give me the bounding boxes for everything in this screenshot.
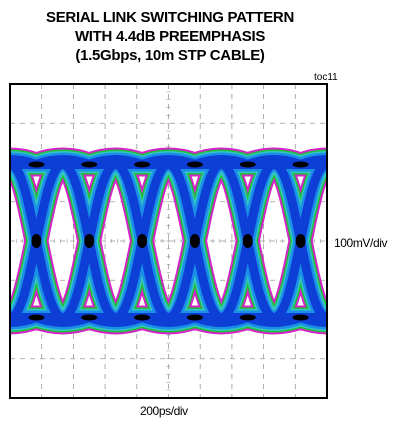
rail-transition-point	[81, 314, 98, 321]
rail-transition-point	[292, 161, 309, 168]
eye-crossing-point	[31, 234, 42, 248]
plot-frame-border	[9, 83, 328, 399]
rail-transition-point	[239, 161, 256, 168]
rail-transition-point	[134, 314, 151, 321]
rail-transition-point	[28, 314, 45, 321]
rail-transition-point	[186, 161, 203, 168]
chart-title: SERIAL LINK SWITCHING PATTERN WITH 4.4dB…	[0, 8, 340, 65]
rail-transition-point	[239, 314, 256, 321]
y-scale-label: 100mV/div	[334, 236, 388, 250]
rail-transition-point	[186, 314, 203, 321]
eye-crossing-point	[242, 234, 253, 248]
rail-transition-point	[134, 161, 151, 168]
chart-title-line-2: WITH 4.4dB PREEMPHASIS	[74, 28, 266, 45]
eye-crossing-point	[137, 234, 148, 248]
chart-title-line-1: SERIAL LINK SWITCHING PATTERN	[46, 9, 294, 26]
rail-transition-point	[81, 161, 98, 168]
figure-id-label: toc11	[314, 72, 338, 83]
eye-crossing-point	[295, 234, 306, 248]
rail-transition-point	[292, 314, 309, 321]
eye-crossing-point	[84, 234, 95, 248]
rail-transition-point	[28, 161, 45, 168]
x-scale-label: 200ps/div	[140, 404, 188, 418]
chart-title-line-3: (1.5Gbps, 10m STP CABLE)	[75, 47, 265, 64]
eye-crossing-point	[189, 234, 200, 248]
